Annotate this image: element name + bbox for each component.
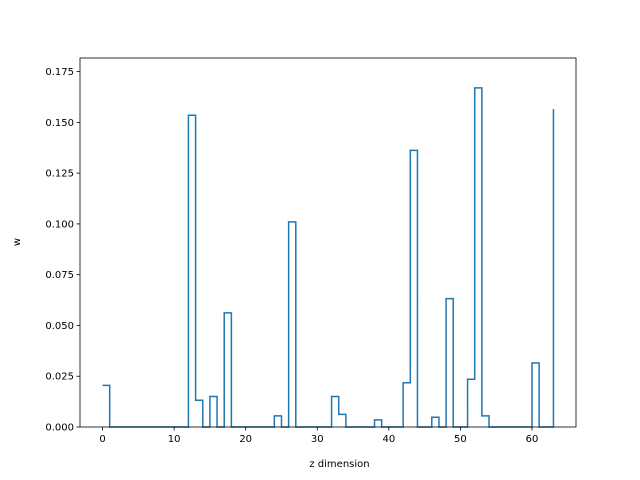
axes-frame — [79, 57, 577, 428]
x-tick-label: 0 — [99, 434, 105, 445]
x-tick-label: 20 — [239, 434, 252, 445]
x-tick-label: 50 — [454, 434, 467, 445]
y-axis-label: w — [12, 238, 23, 246]
y-tick-label: 0.100 — [45, 219, 74, 230]
y-tick-label: 0.000 — [45, 423, 74, 434]
y-tick-label: 0.050 — [45, 321, 74, 332]
plot-area: 0 10 20 30 40 50 60 0.000 0.025 0.050 0.075 0.100 0.… — [45, 57, 577, 445]
x-tick-label: 30 — [311, 434, 324, 445]
y-tick-label: 0.025 — [45, 372, 74, 383]
x-tick-label: 10 — [168, 434, 181, 445]
x-axis-label: z dimension — [309, 459, 369, 470]
y-tick-label: 0.075 — [45, 270, 74, 281]
x-tick-label: 60 — [526, 434, 539, 445]
y-tick-label: 0.150 — [45, 118, 74, 129]
x-tick-label: 40 — [382, 434, 395, 445]
y-tick-label: 0.175 — [45, 67, 74, 78]
series-step-line — [102, 87, 555, 428]
y-tick-label: 0.125 — [45, 169, 74, 180]
